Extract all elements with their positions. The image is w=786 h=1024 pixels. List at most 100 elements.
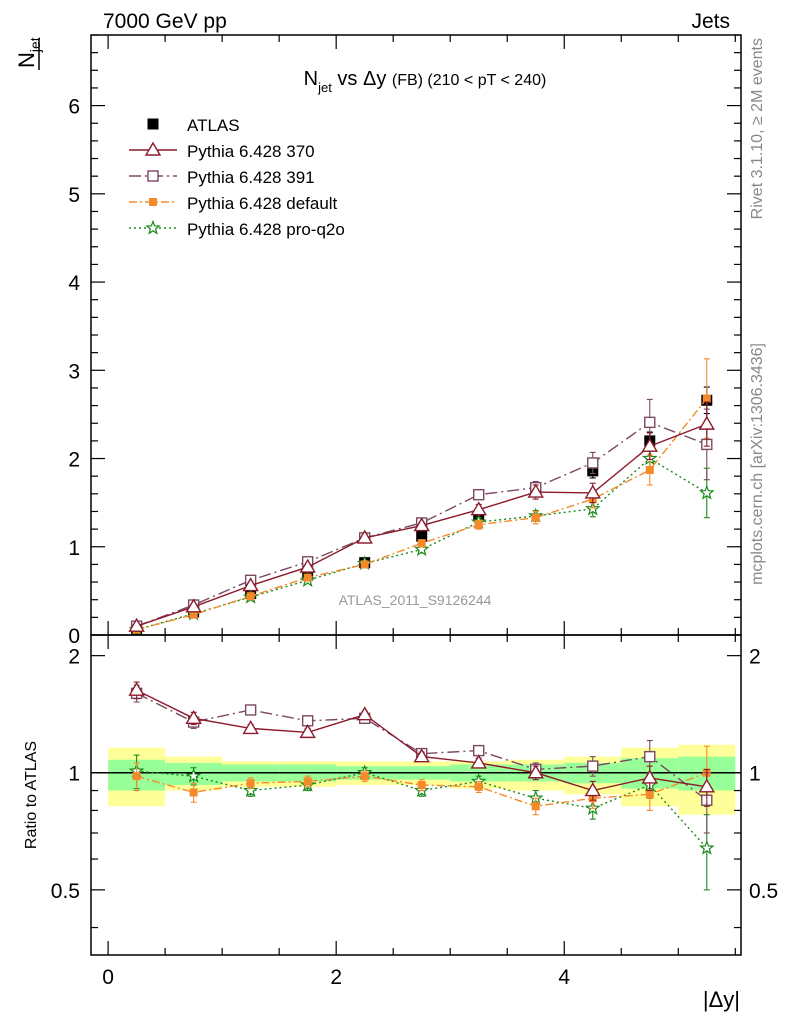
main-point-p370	[185, 598, 202, 613]
chart-title: Njet vs Δy (FB) (210 < pT < 240)	[304, 68, 547, 95]
ratio-point-pdefault	[360, 772, 369, 781]
main-point-pdefault	[360, 560, 369, 569]
ylabel-sub: jet	[27, 37, 43, 53]
main-point-p391	[644, 416, 656, 429]
legend-label-p370: Pythia 6.428 370	[187, 142, 315, 161]
ratio-point-p370	[356, 706, 373, 721]
mcplots-credit-label: mcplots.cern.ch [arXiv:1306.3436]	[749, 343, 766, 585]
main-y-tick-label: 4	[68, 272, 80, 295]
ratio-point-pq2o	[698, 839, 715, 855]
legend-label-pq2o: Pythia 6.428 pro-q2o	[187, 220, 345, 239]
legend-entry-p391: Pythia 6.428 391	[129, 168, 315, 187]
ratio-point-p370	[527, 764, 544, 779]
analysis-watermark: ATLAS_2011_S9126244	[339, 592, 492, 608]
ratio-point-p370	[128, 681, 145, 696]
ratio-point-pdefault	[132, 772, 141, 781]
ratio-y-axis-label: Ratio to ATLAS	[23, 741, 40, 849]
x-tick-label: 4	[558, 966, 570, 989]
main-y-axis-label: Njet	[14, 37, 43, 70]
main-point-pdefault	[246, 592, 255, 601]
main-point-p391	[473, 489, 485, 501]
legend-label-pdefault: Pythia 6.428 default	[187, 194, 338, 213]
main-point-p391	[587, 457, 599, 469]
main-point-pdefault	[417, 539, 426, 548]
ratio-point-p370	[584, 782, 601, 797]
main-plot-area	[128, 358, 716, 635]
main-series-p370	[128, 401, 716, 632]
x-axis-label: |Δy|	[703, 987, 740, 1012]
main-point-p370	[527, 483, 544, 498]
ratio-series-p370	[128, 681, 716, 807]
ratio-point-pq2o	[185, 767, 202, 783]
ratio-y-tick-label-right: 1	[749, 763, 761, 786]
ratio-y-tick-label-right: 0.5	[749, 880, 778, 903]
ratio-point-p370	[299, 723, 316, 739]
ratio-point-p370	[242, 720, 259, 735]
ratio-point-pdefault	[246, 779, 255, 788]
ratio-point-p391	[473, 744, 485, 757]
main-y-tick-label: 5	[68, 184, 80, 207]
main-y-tick-label: 0	[68, 625, 80, 648]
ratio-plot-area	[91, 681, 741, 891]
main-point-p370	[413, 517, 430, 532]
legend-label-p391: Pythia 6.428 391	[187, 168, 315, 187]
ratio-point-p370	[470, 754, 487, 769]
main-point-p370	[356, 529, 373, 544]
main-point-atlas	[416, 530, 428, 542]
energy-label: 7000 GeV pp	[103, 10, 227, 33]
main-point-p370	[299, 558, 316, 573]
main-y-tick-label: 6	[68, 96, 80, 119]
ylabel-n: N	[14, 52, 39, 68]
ratio-point-pq2o	[242, 782, 259, 798]
main-point-p370	[242, 577, 259, 592]
main-point-pdefault	[303, 573, 312, 582]
ratio-point-pdefault	[417, 781, 426, 790]
ratio-y-tick-label: 2	[68, 646, 80, 669]
ratio-point-pdefault	[303, 777, 312, 786]
title-vs: vs Δy	[332, 68, 392, 90]
main-point-pdefault	[189, 610, 198, 619]
legend-marker-pq2o	[145, 219, 161, 235]
legend-marker-atlas	[147, 118, 159, 130]
main-point-p370	[584, 484, 601, 499]
main-y-tick-label: 2	[68, 449, 80, 472]
legend-entry-pdefault: Pythia 6.428 default	[129, 194, 338, 213]
title-range: (210 < pT < 240)	[423, 72, 546, 89]
main-point-pdefault	[645, 466, 654, 474]
main-y-tick-label: 1	[68, 537, 80, 560]
legend-entry-p370: Pythia 6.428 370	[129, 141, 315, 161]
ratio-point-p370	[698, 778, 716, 793]
legend-marker-pdefault	[149, 198, 157, 206]
title-n: N	[304, 68, 318, 90]
x-tick-label: 2	[330, 966, 342, 989]
main-point-p370	[641, 437, 658, 452]
legend: ATLAS Pythia 6.428 370 Pythia 6.428 391 Pyt…	[129, 116, 345, 239]
ratio-point-pdefault	[645, 790, 654, 799]
legend-marker-p391	[147, 170, 159, 182]
ratio-point-p370	[413, 748, 430, 763]
analysis-group-label: Jets	[691, 10, 730, 33]
ratio-y-tick-label: 0.5	[51, 880, 80, 903]
ratio-point-p370	[641, 769, 658, 784]
ratio-panel-frame	[90, 634, 742, 956]
main-point-pdefault	[531, 513, 540, 522]
legend-entry-atlas: ATLAS	[147, 116, 240, 135]
ratio-point-p370	[185, 709, 202, 725]
legend-marker-p370	[144, 141, 162, 156]
ratio-point-pdefault	[531, 802, 540, 811]
ratio-point-p391	[644, 750, 656, 763]
main-point-pq2o	[413, 541, 430, 557]
ratio-y-tick-label: 1	[68, 763, 80, 786]
ratio-point-pdefault	[189, 788, 198, 797]
ratio-y-tick-label-right: 2	[749, 646, 761, 669]
main-point-pdefault	[702, 394, 711, 403]
ratio-point-p391	[244, 704, 257, 716]
legend-label-atlas: ATLAS	[187, 116, 240, 135]
main-point-p370	[128, 617, 145, 632]
main-point-p370	[470, 501, 487, 516]
main-point-pq2o	[698, 484, 715, 500]
rivet-version-label: Rivet 3.1.10, ≥ 2M events	[749, 38, 766, 219]
title-sub: jet	[317, 80, 332, 95]
